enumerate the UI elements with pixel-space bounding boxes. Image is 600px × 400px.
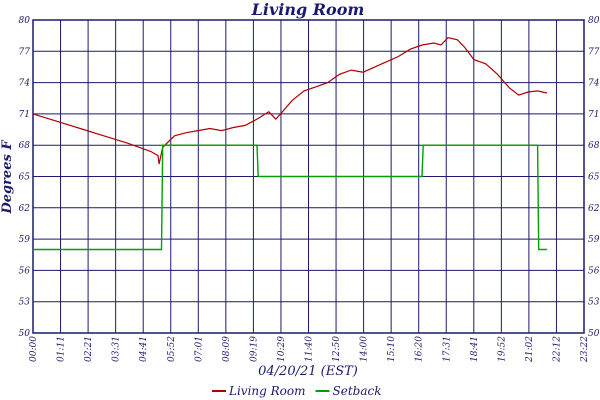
x-tick-label: 00:00 (29, 336, 39, 362)
y-tick-label-right: 50 (588, 329, 600, 339)
y-tick-label-right: 68 (588, 141, 600, 151)
y-tick-label-right: 74 (588, 79, 600, 89)
x-tick-label: 08:09 (222, 336, 232, 362)
y-tick-label-left: 80 (19, 16, 31, 26)
x-tick-label: 18:41 (470, 336, 480, 362)
x-tick-label: 14:00 (360, 336, 370, 362)
legend: Living Room Setback (212, 384, 382, 398)
x-tick-label: 16:20 (415, 336, 425, 362)
legend-label: Setback (333, 384, 382, 398)
x-tick-label: 21:02 (525, 336, 535, 363)
y-tick-label-right: 59 (588, 235, 600, 245)
y-tick-label-left: 53 (19, 298, 31, 308)
y-tick-label-right: 62 (588, 204, 600, 214)
x-tick-label: 02:21 (84, 336, 94, 362)
y-tick-label-left: 77 (19, 47, 31, 57)
x-tick-label: 04:41 (139, 336, 149, 362)
x-tick-label: 22:12 (552, 336, 562, 363)
x-tick-label: 12:50 (332, 336, 342, 362)
y-tick-label-left: 56 (19, 266, 31, 276)
x-axis-label: 04/20/21 (EST) (258, 364, 358, 379)
x-tick-label: 23:22 (580, 336, 590, 363)
y-tick-label-left: 74 (19, 79, 31, 89)
y-tick-label-right: 53 (588, 298, 600, 308)
x-tick-label: 07:01 (194, 336, 204, 362)
x-tick-label: 15:10 (387, 336, 397, 362)
y-tick-label-right: 71 (588, 110, 599, 120)
y-tick-label-right: 77 (588, 47, 600, 57)
y-tick-label-left: 71 (19, 110, 30, 120)
series-line-setback (33, 144, 547, 251)
chart-title: Living Room (251, 0, 365, 19)
series-line-living-room (32, 37, 548, 165)
x-tick-label: 11:40 (305, 336, 315, 362)
y-axis-label: Degrees F (0, 140, 15, 215)
x-tick-label: 01:11 (57, 336, 67, 362)
legend-label: Living Room (228, 384, 306, 398)
y-tick-label-right: 56 (588, 266, 600, 276)
y-tick-label-left: 59 (19, 235, 31, 245)
y-tick-label-left: 68 (19, 141, 31, 151)
x-tick-label: 19:52 (497, 336, 507, 362)
x-tick-label: 05:52 (167, 336, 177, 362)
x-tick-label: 10:29 (277, 336, 287, 362)
y-tick-label-left: 50 (19, 329, 31, 339)
y-tick-label-right: 65 (588, 173, 600, 183)
x-tick-label: 17:31 (442, 336, 452, 362)
y-tick-label-left: 62 (19, 204, 31, 214)
y-tick-label-right: 80 (588, 16, 600, 26)
y-tick-label-left: 65 (19, 173, 31, 183)
x-tick-label: 09:19 (249, 336, 259, 362)
x-tick-label: 03:31 (112, 336, 122, 362)
